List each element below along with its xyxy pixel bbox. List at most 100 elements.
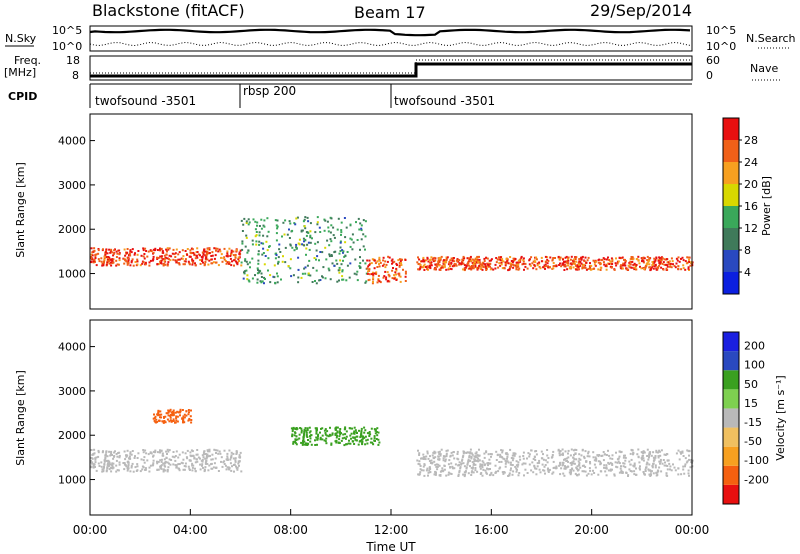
data-cell: [502, 457, 505, 460]
xtick-label: 00:00: [675, 523, 710, 537]
data-cell: [245, 236, 248, 239]
colorbar-tick: 24: [744, 156, 758, 169]
data-cell: [179, 408, 182, 411]
data-cell: [350, 437, 352, 440]
data-cell: [482, 461, 485, 464]
data-cell: [196, 449, 199, 451]
data-cell: [509, 256, 512, 258]
data-cell: [462, 262, 465, 265]
data-cell: [159, 416, 161, 419]
data-cell: [126, 251, 129, 254]
data-cell: [683, 472, 686, 475]
data-cell: [235, 453, 238, 455]
data-cell: [230, 264, 233, 267]
data-cell: [650, 454, 653, 457]
data-cell: [382, 276, 385, 279]
data-cell: [342, 259, 344, 262]
data-cell: [682, 455, 685, 457]
data-cell: [105, 248, 108, 251]
data-cell: [319, 431, 321, 434]
data-cell: [423, 464, 426, 467]
data-cell: [105, 459, 108, 462]
data-cell: [438, 453, 441, 455]
data-cell: [168, 410, 171, 413]
nave-tick-hi: 60: [706, 54, 720, 67]
data-cell: [441, 467, 444, 470]
data-cell: [184, 250, 187, 252]
data-cell: [162, 264, 165, 267]
data-cell: [498, 467, 501, 470]
data-cell: [116, 455, 119, 458]
data-cell: [246, 278, 249, 281]
data-cell: [340, 439, 343, 442]
data-cell: [186, 253, 189, 256]
data-cell: [665, 263, 668, 266]
data-cell: [489, 453, 492, 455]
data-cell: [524, 462, 527, 465]
data-cell: [463, 465, 466, 468]
data-cell: [487, 462, 490, 464]
data-cell: [570, 448, 573, 451]
data-cell: [130, 260, 133, 263]
data-cell: [611, 462, 614, 465]
data-cell: [355, 221, 357, 224]
data-cell: [248, 280, 251, 283]
data-cell: [282, 255, 284, 258]
data-cell: [603, 464, 606, 467]
data-cell: [126, 467, 129, 469]
data-cell: [323, 218, 326, 221]
colorbar-swatch: [723, 465, 739, 485]
data-cell: [211, 251, 214, 254]
data-cell: [500, 262, 503, 264]
data-cell: [611, 454, 614, 457]
data-cell: [204, 257, 207, 260]
data-cell: [223, 449, 226, 452]
data-cell: [154, 449, 157, 452]
data-cell: [337, 441, 340, 444]
data-cell: [261, 280, 264, 283]
data-cell: [567, 259, 570, 262]
data-cell: [489, 462, 492, 465]
data-cell: [329, 278, 332, 281]
data-cell: [150, 250, 153, 253]
data-cell: [108, 262, 111, 265]
data-cell: [309, 236, 312, 239]
data-cell: [184, 465, 187, 468]
data-cell: [184, 258, 187, 261]
data-cell: [215, 249, 217, 252]
data-cell: [642, 459, 645, 462]
data-cell: [245, 269, 248, 272]
data-cell: [170, 459, 173, 461]
data-cell: [500, 460, 503, 463]
data-cell: [182, 421, 184, 424]
data-cell: [585, 460, 588, 463]
data-cell: [578, 462, 581, 465]
data-cell: [476, 456, 479, 459]
data-cell: [225, 458, 228, 461]
cpid-segment-0: twofsound -3501: [95, 94, 196, 108]
data-cell: [256, 267, 259, 270]
data-cell: [240, 261, 243, 264]
data-cell: [238, 260, 240, 262]
data-cell: [388, 256, 391, 259]
data-cell: [356, 239, 359, 241]
data-cell: [341, 437, 344, 440]
data-cell: [665, 472, 668, 475]
data-cell: [211, 254, 214, 257]
data-cell: [471, 262, 474, 265]
data-cell: [627, 474, 630, 477]
data-cell: [204, 457, 207, 460]
data-cell: [376, 434, 379, 437]
data-cell: [665, 474, 668, 477]
data-cell: [331, 432, 334, 435]
data-cell: [602, 257, 605, 260]
data-cell: [360, 238, 363, 241]
data-cell: [321, 427, 324, 430]
data-cell: [436, 466, 439, 468]
data-cell: [244, 259, 247, 262]
data-cell: [199, 262, 202, 265]
data-cell: [100, 465, 103, 468]
data-cell: [373, 272, 376, 275]
data-cell: [368, 264, 371, 266]
data-cell: [181, 451, 184, 454]
